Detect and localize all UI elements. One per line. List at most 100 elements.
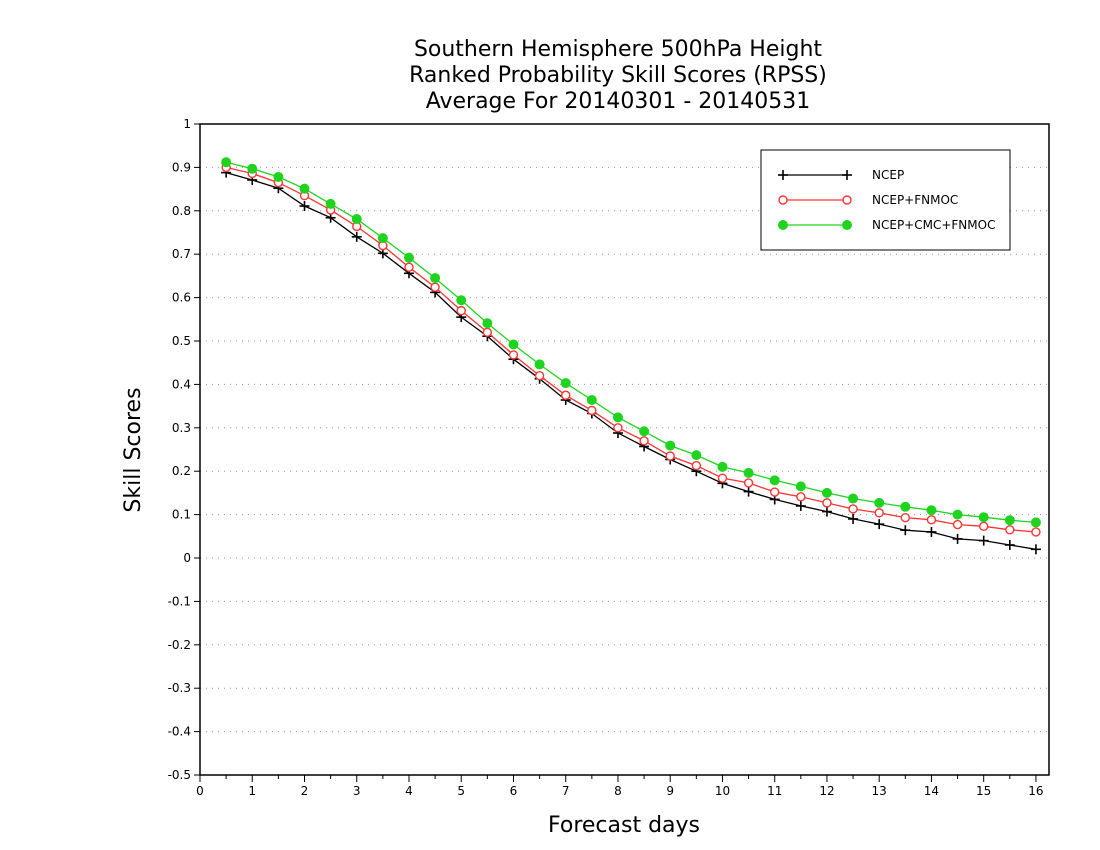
- series-0-point-29: [978, 535, 989, 546]
- series-2-point-24: [848, 493, 859, 504]
- series-1-point-23: [822, 498, 832, 508]
- series-2-point-31: [1030, 517, 1041, 528]
- series-2-point-2: [273, 171, 284, 182]
- chart-title-line-1: Southern Hemisphere 500hPa Height: [414, 37, 822, 62]
- y-tick-label-6: 0.1: [172, 508, 191, 522]
- legend-marker-end-1: [842, 195, 852, 205]
- series-1-point-19: [717, 473, 728, 483]
- series-2-point-7: [403, 252, 414, 263]
- x-tick-label-10: 10: [715, 784, 730, 798]
- legend-marker-end-2: [842, 220, 852, 230]
- x-tick-label-15: 15: [976, 784, 991, 798]
- legend-label-2: NCEP+CMC+FNMOC: [872, 218, 995, 232]
- series-1-point-10: [482, 327, 493, 338]
- series-1-point-31: [1031, 527, 1041, 537]
- series-0-point-26: [900, 525, 911, 536]
- series-1-point-9: [456, 305, 466, 316]
- y-tick-label-0: -0.5: [168, 768, 191, 782]
- legend-marker-end-0: [842, 170, 852, 180]
- series-2-point-9: [456, 295, 467, 306]
- legend-label-1: NCEP+FNMOC: [872, 193, 958, 207]
- series-2: [221, 157, 1041, 528]
- legend-label-0: NCEP: [872, 168, 904, 182]
- series-0-point-31: [1030, 544, 1041, 555]
- x-tick-label-0: 0: [196, 784, 204, 798]
- series-2-point-14: [586, 395, 597, 406]
- y-tick-label-5: 0: [183, 551, 191, 565]
- series-1-point-7: [404, 262, 414, 272]
- series-2-point-18: [691, 450, 702, 461]
- y-tick-label-7: 0.2: [172, 464, 191, 478]
- x-tick-label-1: 1: [248, 784, 256, 798]
- x-tick-label-8: 8: [614, 784, 622, 798]
- series-0-point-5: [351, 231, 362, 242]
- series-2-point-23: [821, 487, 832, 498]
- series-line-0: [225, 171, 1037, 550]
- axes: -0.5 -0.4 -0.3 -0.2 -0.1 0 0.1 0.2 0.3 0.4 0.5 0.6 0…: [168, 117, 1050, 798]
- series-2-point-3: [299, 183, 310, 194]
- series-0-point-22: [795, 500, 806, 511]
- series-1-point-27: [926, 515, 937, 525]
- series-2-point-5: [351, 214, 362, 225]
- series-2-point-29: [978, 512, 989, 523]
- series-2-point-1: [247, 163, 258, 174]
- series-2-point-21: [769, 475, 780, 486]
- y-tick-label-8: 0.3: [172, 421, 191, 435]
- series-1-point-30: [1005, 525, 1015, 535]
- series-0-point-3: [299, 201, 310, 212]
- series-1-point-14: [587, 405, 597, 416]
- series-1-point-24: [848, 504, 858, 514]
- x-tick-label-11: 11: [767, 784, 782, 798]
- chart-title-line-2: Ranked Probability Skill Scores (RPSS): [409, 63, 827, 88]
- series-2-point-0: [221, 157, 232, 168]
- x-tick-label-3: 3: [353, 784, 361, 798]
- series-2-point-16: [639, 426, 650, 437]
- series-lines: [221, 157, 1041, 555]
- y-tick-label-2: -0.3: [168, 681, 191, 695]
- series-1-point-11: [508, 350, 519, 360]
- x-tick-label-5: 5: [457, 784, 465, 798]
- series-0-point-20: [743, 486, 754, 497]
- series-1-point-13: [561, 390, 571, 400]
- x-tick-label-4: 4: [405, 784, 413, 798]
- series-0-point-23: [821, 506, 832, 517]
- x-tick-label-6: 6: [510, 784, 518, 798]
- legend-item-1: NCEP+FNMOC: [778, 193, 958, 207]
- y-tick-label-11: 0.6: [172, 291, 191, 305]
- series-2-point-27: [926, 505, 937, 516]
- y-tick-label-9: 0.4: [172, 377, 191, 391]
- series-2-point-4: [325, 198, 336, 209]
- series-0-point-24: [848, 513, 859, 524]
- series-2-point-13: [560, 378, 571, 389]
- y-tick-label-3: -0.2: [168, 638, 191, 652]
- y-tick-label-15: 1: [183, 117, 191, 131]
- y-tick-label-4: -0.1: [168, 594, 191, 608]
- y-tick-label-13: 0.8: [172, 204, 191, 218]
- series-0-point-30: [1004, 539, 1015, 550]
- legend-item-2: NCEP+CMC+FNMOC: [778, 218, 995, 232]
- series-1-point-17: [665, 451, 675, 461]
- series-1: [221, 162, 1041, 537]
- legend: NCEP NCEP+FNMOC NCEP+CMC+FNMOC: [760, 149, 1011, 251]
- series-0-point-28: [952, 533, 963, 544]
- series-2-point-17: [665, 440, 676, 451]
- y-tick-label-1: -0.4: [168, 725, 191, 739]
- series-1-point-25: [874, 508, 884, 518]
- series-1-point-8: [430, 282, 440, 292]
- series-2-point-26: [900, 501, 911, 512]
- series-0-point-25: [874, 519, 885, 530]
- legend-marker-start-0: [778, 170, 788, 180]
- y-tick-label-14: 0.9: [172, 160, 191, 174]
- y-tick-label-10: 0.5: [172, 334, 191, 348]
- y-axis-label: Skill Scores: [121, 387, 146, 512]
- plot-frame: [199, 123, 1050, 776]
- x-tick-label-2: 2: [301, 784, 309, 798]
- x-tick-label-12: 12: [819, 784, 834, 798]
- series-2-point-28: [952, 509, 963, 520]
- x-tick-label-13: 13: [872, 784, 887, 798]
- x-tick-label-7: 7: [562, 784, 570, 798]
- series-1-point-18: [691, 460, 702, 471]
- legend-marker-start-1: [778, 195, 788, 205]
